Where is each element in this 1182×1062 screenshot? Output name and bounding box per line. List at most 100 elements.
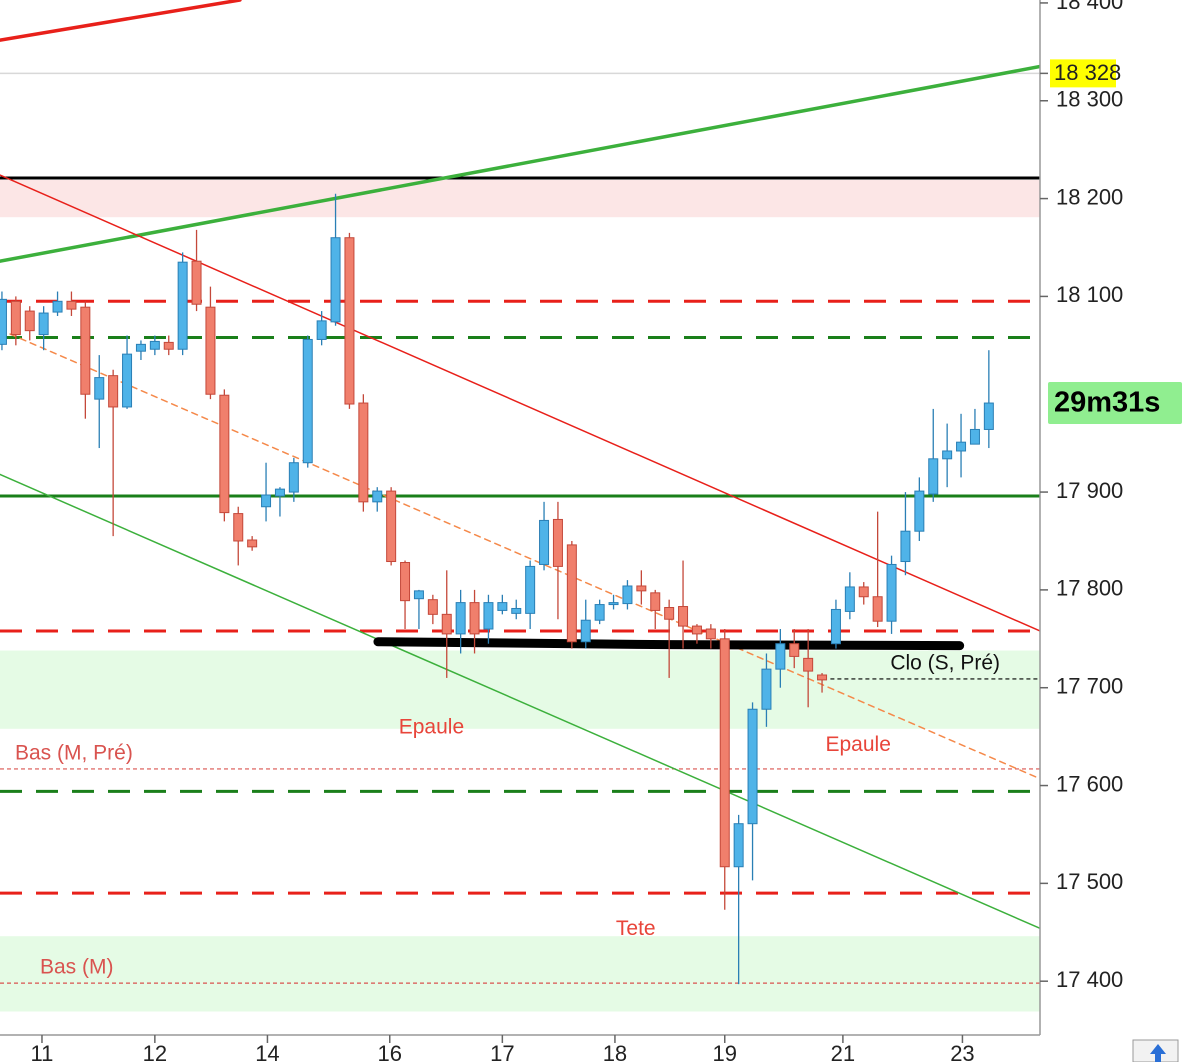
price-marker-box bbox=[1050, 59, 1116, 88]
candle-body bbox=[928, 458, 939, 495]
zone bbox=[0, 936, 1040, 1012]
candle-body bbox=[872, 596, 883, 622]
candle-body bbox=[691, 625, 702, 635]
candle-body bbox=[803, 657, 814, 672]
candle-body bbox=[511, 607, 522, 614]
candle-body bbox=[733, 823, 744, 868]
candle-body bbox=[844, 586, 855, 612]
candle-body bbox=[288, 462, 299, 493]
y-tick-label: 17 400 bbox=[1056, 967, 1123, 992]
candle-body bbox=[566, 544, 577, 643]
candle-body bbox=[622, 585, 633, 605]
candle-body bbox=[650, 592, 661, 611]
candle-body bbox=[886, 563, 897, 622]
scroll-button[interactable] bbox=[1132, 1039, 1179, 1062]
level-label: Bas (M) bbox=[40, 956, 114, 979]
candle-body bbox=[177, 261, 188, 350]
x-tick-label: 12 bbox=[143, 1041, 167, 1062]
candle-body bbox=[678, 606, 689, 627]
trendline bbox=[0, 64, 1040, 263]
plot-area: Bas (M, Pré) Bas (M) Clo (S, Pré) Epaule Epa… bbox=[0, 0, 1040, 1012]
x-tick-label: 19 bbox=[713, 1041, 737, 1062]
candle-body bbox=[94, 377, 105, 400]
candle-body bbox=[38, 312, 49, 336]
candle-body bbox=[219, 394, 230, 514]
x-tick-label: 21 bbox=[831, 1041, 855, 1062]
candle-body bbox=[497, 602, 508, 611]
y-tick-label: 18 400 bbox=[1056, 0, 1123, 14]
candle-body bbox=[386, 490, 397, 563]
candle-body bbox=[316, 320, 327, 340]
x-tick-label: 17 bbox=[490, 1041, 514, 1062]
candle-body bbox=[330, 237, 341, 323]
y-tick-label: 18 100 bbox=[1056, 282, 1123, 307]
candle-body bbox=[24, 310, 35, 332]
candle-body bbox=[580, 619, 591, 643]
candle-body bbox=[942, 450, 953, 460]
candle-body bbox=[80, 306, 91, 395]
candle-body bbox=[122, 353, 133, 408]
y-tick-label: 17 800 bbox=[1056, 576, 1123, 601]
candle-body bbox=[830, 608, 841, 645]
candle-body bbox=[747, 708, 758, 825]
price-marker-label: 18 328 bbox=[1054, 60, 1121, 85]
y-tick-label: 17 600 bbox=[1056, 771, 1123, 796]
candle-body bbox=[636, 585, 647, 592]
candle-body bbox=[705, 628, 716, 640]
annotation: Epaule bbox=[825, 733, 890, 756]
candle-body bbox=[344, 237, 355, 405]
candle-body bbox=[233, 513, 244, 542]
candle-body bbox=[10, 300, 21, 336]
candle-body bbox=[66, 300, 77, 310]
candle-body bbox=[400, 562, 411, 602]
countdown-box bbox=[1048, 382, 1182, 425]
countdown-label: 29m31s bbox=[1054, 387, 1160, 419]
y-tick-label: 18 300 bbox=[1056, 87, 1123, 112]
candle-body bbox=[108, 375, 119, 408]
y-tick-label: 17 900 bbox=[1056, 478, 1123, 503]
candle-body bbox=[302, 338, 313, 464]
candle-body bbox=[817, 674, 828, 681]
candle-body bbox=[0, 298, 7, 345]
trendline bbox=[0, 174, 1040, 632]
y-tick-label: 17 500 bbox=[1056, 869, 1123, 894]
candle-body bbox=[247, 539, 258, 548]
candle-body bbox=[455, 602, 466, 635]
candle-body bbox=[719, 638, 730, 868]
candle-body bbox=[914, 490, 925, 532]
candle-body bbox=[483, 602, 494, 630]
candle-body bbox=[52, 300, 63, 313]
button-icon bbox=[1150, 1044, 1166, 1062]
candle-body bbox=[358, 402, 369, 503]
x-tick-label: 11 bbox=[31, 1041, 54, 1062]
candle-body bbox=[539, 519, 550, 565]
candle-body bbox=[191, 260, 202, 305]
candle-body bbox=[163, 341, 174, 350]
trendline bbox=[0, 328, 1040, 780]
candle-body bbox=[372, 490, 383, 503]
candle-body bbox=[983, 402, 994, 430]
candle-body bbox=[205, 306, 216, 395]
candle-body bbox=[761, 668, 772, 710]
candle-body bbox=[469, 602, 480, 635]
y-tick-label: 18 200 bbox=[1056, 184, 1123, 209]
annotation: Epaule bbox=[399, 715, 464, 738]
candle-body bbox=[135, 343, 146, 352]
candle-body bbox=[552, 518, 563, 567]
candle-body bbox=[956, 441, 967, 452]
candle-body bbox=[413, 590, 424, 600]
level-label: Bas (M, Pré) bbox=[15, 741, 133, 764]
zone bbox=[0, 180, 1040, 218]
candle-body bbox=[900, 530, 911, 563]
candle-body bbox=[261, 494, 272, 508]
candle-body bbox=[427, 599, 438, 615]
candle-body bbox=[525, 565, 536, 614]
candle-body bbox=[969, 428, 980, 445]
candle-body bbox=[274, 488, 285, 497]
x-tick-label: 23 bbox=[950, 1041, 974, 1062]
x-tick-label: 18 bbox=[603, 1041, 627, 1062]
axes: 17 400 17 500 17 600 17 700 17 800 17 900 18 1… bbox=[31, 0, 1182, 1062]
annotation: Tete bbox=[616, 917, 656, 940]
candle-body bbox=[594, 604, 605, 621]
y-tick-label: 17 700 bbox=[1056, 674, 1123, 699]
